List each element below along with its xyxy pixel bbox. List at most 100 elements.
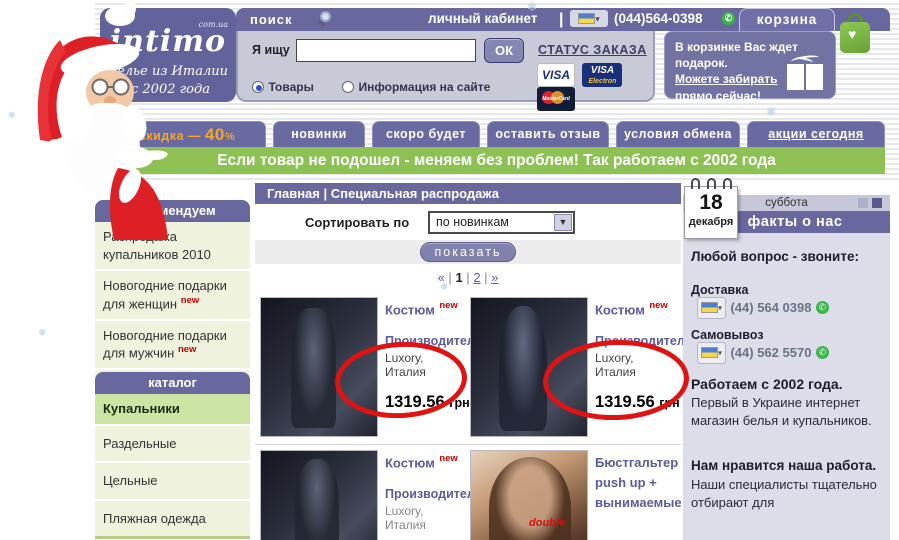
sort-label: Сортировать по [305,215,410,230]
banner-text: Если товар не подошел - меняем без пробл… [217,152,776,169]
ukraine-flag-icon [701,347,718,359]
calendar-ring [691,178,700,189]
radio-site-info[interactable]: Информация на сайте [342,78,490,96]
photo-caption-text: double [529,517,566,529]
product-title[interactable]: Костюм [595,302,645,318]
catalog-item-separates[interactable]: Раздельные [95,425,250,464]
manufacturer-label: Производитель: [595,334,697,349]
delivery-flag-dropdown[interactable]: ▾ [697,297,727,319]
search-tab-label: поиск [250,12,293,27]
manufacturer-value: Luxory, Италия [385,351,426,380]
sidebar-item-gifts-men[interactable]: Новогодние подарки для мужчин new [95,320,250,370]
cart-bag-icon[interactable]: ♥ [840,13,870,53]
catalog-item-swimsuits[interactable]: Купальники [95,394,250,426]
pickup-label: Самовывоз [691,328,764,342]
calendar-widget: 18 декабря [684,178,738,239]
manufacturer-value: Luxory, Италия [595,351,636,380]
tab-exchange-terms[interactable]: условия обмена [616,121,740,147]
catalog-header: каталог [95,372,250,394]
calendar-ring [707,178,716,189]
pagination-page-1: 1 [455,270,463,285]
snowflake-icon: ❄ [8,110,16,120]
product-card-info: Костюм new Производитель: Luxory, Италия [385,453,487,533]
product-photo[interactable] [260,297,378,437]
search-field-label: Я ищу [252,43,290,57]
flag-dropdown-arrow: ▾ [718,303,723,313]
flag-dropdown-arrow: ▾ [595,14,600,24]
calendar-ring [723,178,732,189]
corner-squares [858,198,868,208]
bag-heart-icon: ♥ [848,26,857,42]
new-badge: new [439,453,458,464]
manufacturer-label: Производитель: [385,487,487,502]
product-photo[interactable] [470,297,588,437]
pickup-flag-dropdown[interactable]: ▾ [697,342,727,364]
pickup-phone-row: ▾ (44) 562 5570 ✆ [697,342,829,364]
catalog-item-onepiece[interactable]: Цельные [95,463,250,501]
pagination-next[interactable]: » [491,270,499,285]
snowflake-icon: ❄ [440,282,449,293]
product-photo[interactable] [260,450,378,540]
sort-dropdown-arrow: ▼ [554,214,572,231]
radio-site-info-control [342,81,354,93]
breadcrumb: Главная | Специальная распродажа [255,183,681,204]
row-divider [255,444,681,445]
language-flag-dropdown[interactable]: ▾ [570,10,608,27]
sort-select-value: по новинкам [436,215,509,229]
new-badge: new [649,300,668,311]
tab-new-arrivals[interactable]: новинки [273,121,365,147]
sidebar-item-gifts-women[interactable]: Новогодние подарки для женщин new [95,271,250,321]
header-phone: (044)564-0398 [614,11,703,26]
product-price: 1319.56 грн [595,393,680,412]
gift-icon [787,54,823,90]
logo-domain: com.ua [198,20,228,29]
radio-products-control [252,81,264,93]
corner-squares [872,198,882,208]
sort-select[interactable]: по новинкам ▼ [428,211,575,234]
visa-icon: VISA [537,63,575,87]
cart-message-line3: прямо сейчас! [675,88,761,103]
product-photo[interactable]: double [470,450,588,540]
search-ok-button[interactable]: ОК [484,38,524,63]
work-text: Наши специалисты тщательно отбирают для [691,476,877,510]
product-title[interactable]: Костюм [385,455,435,471]
show-button[interactable]: показать [420,242,516,262]
facts-header: факты о нас [700,211,890,233]
tab-todays-promos[interactable]: акции сегодня [747,121,885,147]
cart-pickup-link[interactable]: Можете забирать [675,72,778,87]
radio-products[interactable]: Товары [252,78,314,96]
search-input[interactable] [296,39,476,62]
santa-image [37,0,168,240]
right-panel: суббота факты о нас Любой вопрос - звони… [683,195,890,540]
snowflake-icon: ❄ [766,105,777,119]
since-paragraph: Работаем с 2002 года. Первый в Украине и… [691,375,883,430]
account-link[interactable]: личный кабинет [428,11,537,26]
cart-tab[interactable]: корзина [739,8,835,31]
radio-products-label: Товары [268,80,314,94]
order-status-label: СТАТУС ЗАКАЗА [538,43,647,57]
product-title[interactable]: Бюстгальтер push up + вынимаемые [595,455,682,511]
exchange-banner: Если товар не подошел - меняем без пробл… [108,147,885,174]
pagination-prev[interactable]: « [437,270,445,285]
snowflake-icon: ❄ [527,0,538,14]
delivery-phone-row: ▾ (44) 564 0398 ✆ [697,297,829,319]
discount-value: 40 [204,125,225,144]
product-title[interactable]: Костюм [385,302,435,318]
order-status-link[interactable]: СТАТУС ЗАКАЗА [538,43,647,57]
search-tab[interactable]: поиск [250,12,293,27]
mastercard-icon: MasterCard [537,87,575,111]
delivery-phone-icon: ✆ [815,301,829,315]
catalog-item-beachwear[interactable]: Пляжная одежда [95,500,250,540]
new-badge: new [439,300,458,311]
work-bold: Нам нравится наша работа. [691,458,877,473]
logo-tagline2: с 2002 года [130,82,210,97]
tab-leave-feedback[interactable]: оставить отзыв [487,121,609,147]
delivery-label: Доставка [691,283,749,297]
breadcrumb-text: Главная | Специальная распродажа [267,186,499,201]
manufacturer-value: Luxory, Италия [385,504,426,533]
tab-coming-soon[interactable]: скоро будет [372,121,480,147]
manufacturer-label: Производитель: [385,334,487,349]
product-price: 1319.56 грн [385,393,470,412]
pagination-page-2[interactable]: 2 [473,270,481,285]
